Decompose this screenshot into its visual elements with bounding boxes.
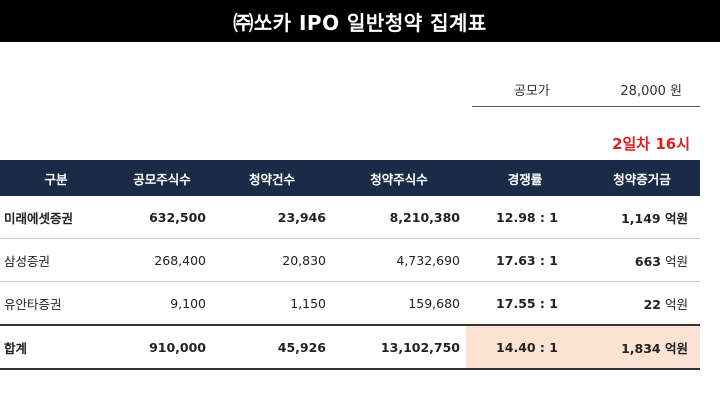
table-header-row: 구분 공모주식수 청약건수 청약주식수 경쟁률 청약증거금 <box>0 160 700 196</box>
offered-shares: 9,100 <box>112 281 212 326</box>
subscribed-shares: 4,732,690 <box>332 238 466 282</box>
header-subscribed-shares: 청약주식수 <box>332 160 466 196</box>
deposit-unit: 억원 <box>664 253 688 269</box>
subscription-count: 23,946 <box>212 196 332 239</box>
header-offered-shares: 공모주식수 <box>112 160 212 196</box>
subscription-table: 구분 공모주식수 청약건수 청약주식수 경쟁률 청약증거금 미래에셋증권 632… <box>0 160 700 370</box>
header-category: 구분 <box>0 160 112 196</box>
total-row: 합계 910,000 45,926 13,102,750 14.40 : 1 1… <box>0 325 700 370</box>
deposit: 22 억원 <box>584 281 700 326</box>
deposit: 663 억원 <box>584 238 700 282</box>
competition-rate: 12.98 : 1 <box>466 196 584 239</box>
total-deposit-amount: 1,834 <box>621 340 661 356</box>
deposit-unit: 억원 <box>664 210 688 226</box>
day-time-label: 2일차 16시 <box>612 135 690 153</box>
offer-price-value: 28,000 원 <box>620 84 682 99</box>
subscription-count: 20,830 <box>212 238 332 282</box>
total-offered-shares: 910,000 <box>112 325 212 370</box>
subscribed-shares: 159,680 <box>332 281 466 326</box>
subscription-count: 1,150 <box>212 281 332 326</box>
competition-rate: 17.63 : 1 <box>466 238 584 282</box>
broker-name: 삼성증권 <box>0 238 112 282</box>
total-label: 합계 <box>0 325 112 370</box>
deposit: 1,149 억원 <box>584 196 700 239</box>
deposit-amount: 1,149 <box>621 210 661 226</box>
broker-name: 미래에셋증권 <box>0 196 112 239</box>
total-deposit: 1,834 억원 <box>584 325 700 370</box>
offered-shares: 632,500 <box>112 196 212 239</box>
table-row: 유안타증권 9,100 1,150 159,680 17.55 : 1 22 억… <box>0 281 700 326</box>
deposit-unit: 억원 <box>664 296 688 312</box>
offer-price-label: 공모가 <box>514 84 550 99</box>
header-competition-rate: 경쟁률 <box>466 160 584 196</box>
offered-shares: 268,400 <box>112 238 212 282</box>
header-subscription-count: 청약건수 <box>212 160 332 196</box>
total-deposit-unit: 억원 <box>664 340 688 356</box>
table-row: 삼성증권 268,400 20,830 4,732,690 17.63 : 1 … <box>0 238 700 282</box>
table-row: 미래에셋증권 632,500 23,946 8,210,380 12.98 : … <box>0 196 700 239</box>
deposit-amount: 663 <box>634 253 661 269</box>
offer-price-row: 공모가 28,000 원 <box>472 74 700 107</box>
deposit-amount: 22 <box>643 296 661 312</box>
broker-name: 유안타증권 <box>0 281 112 326</box>
total-subscription-count: 45,926 <box>212 325 332 370</box>
competition-rate: 17.55 : 1 <box>466 281 584 326</box>
header-deposit: 청약증거금 <box>584 160 700 196</box>
total-competition-rate: 14.40 : 1 <box>466 325 584 370</box>
page-title: ㈜쏘카 IPO 일반청약 집계표 <box>0 0 720 42</box>
subscribed-shares: 8,210,380 <box>332 196 466 239</box>
total-subscribed-shares: 13,102,750 <box>332 325 466 370</box>
